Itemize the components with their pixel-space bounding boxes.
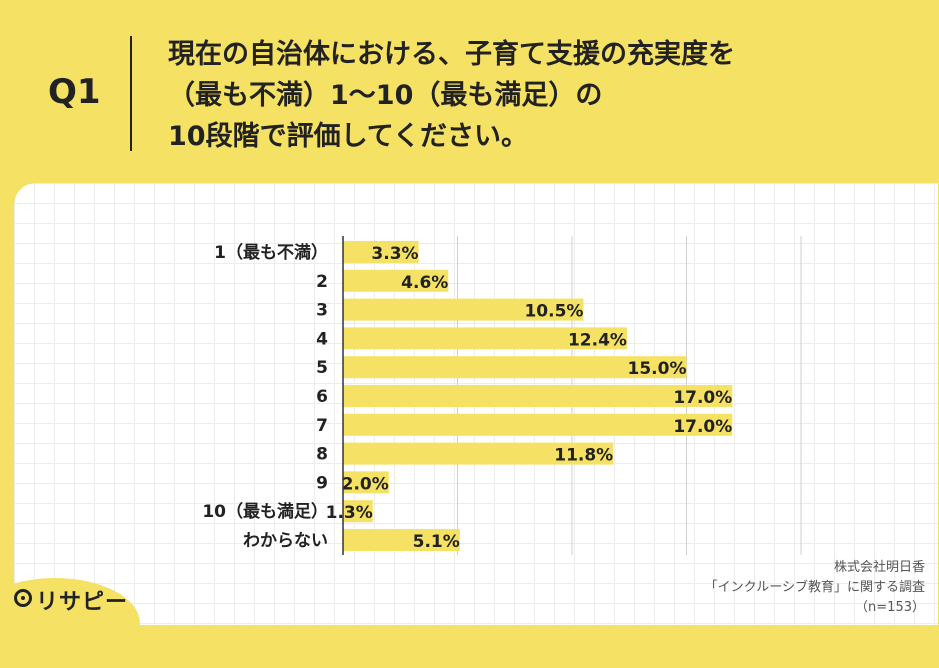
bar xyxy=(343,327,627,350)
value-label: 5.1% xyxy=(413,532,460,552)
category-label: わからない xyxy=(243,531,328,551)
value-label: 12.4% xyxy=(568,330,627,350)
value-label: 10.5% xyxy=(524,302,583,322)
value-label: 15.0% xyxy=(628,359,687,379)
value-label: 17.0% xyxy=(673,417,732,437)
credit-n: （n=153） xyxy=(855,600,925,615)
category-label: 2 xyxy=(316,272,328,292)
bar xyxy=(343,269,449,292)
value-label: 2.0% xyxy=(342,474,389,494)
credit-survey: 「インクルーシブ教育」に関する調査 xyxy=(704,580,925,595)
bar xyxy=(343,241,419,263)
credit: 株式会社明日香 「インクルーシブ教育」に関する調査 （n=153） xyxy=(705,558,925,618)
category-label: 7 xyxy=(316,416,328,436)
bar xyxy=(343,413,733,436)
category-label: 9 xyxy=(316,473,328,493)
question-text: 現在の自治体における、子育て支援の充実度を （最も不満）1〜10（最も満足）の … xyxy=(168,39,735,152)
category-label: 4 xyxy=(316,329,328,349)
value-label: 1.3% xyxy=(326,503,373,523)
bar xyxy=(343,298,584,321)
category-label: 6 xyxy=(316,387,328,407)
category-label: 1（最も不満） xyxy=(214,242,328,263)
question-divider xyxy=(130,36,132,151)
category-label: 8 xyxy=(316,445,328,465)
bar xyxy=(343,500,373,523)
credit-company: 株式会社明日香 xyxy=(833,560,925,575)
bar-chart: 1（最も不満） 3.3% 2 4.6% 3 10.5% 4 12.4% 5 15.0% 6 17.0%… xyxy=(202,236,802,555)
value-label: 11.8% xyxy=(554,446,613,466)
value-label: 4.6% xyxy=(401,273,448,293)
category-label: 10（最も満足） xyxy=(202,501,328,522)
pin-icon xyxy=(14,589,32,607)
value-label: 3.3% xyxy=(371,244,418,264)
value-label: 17.0% xyxy=(673,388,732,408)
bar xyxy=(343,471,389,494)
category-label: 5 xyxy=(316,358,328,378)
question-label: Q1 xyxy=(48,72,101,112)
header: Q1 現在の自治体における、子育て支援の充実度を （最も不満）1〜10（最も満足… xyxy=(0,0,939,180)
bar xyxy=(343,529,460,551)
bar xyxy=(343,442,614,465)
logo-text: リサピー xyxy=(36,590,129,615)
bar xyxy=(343,356,687,379)
category-label: 3 xyxy=(316,301,328,321)
bar xyxy=(343,385,733,407)
